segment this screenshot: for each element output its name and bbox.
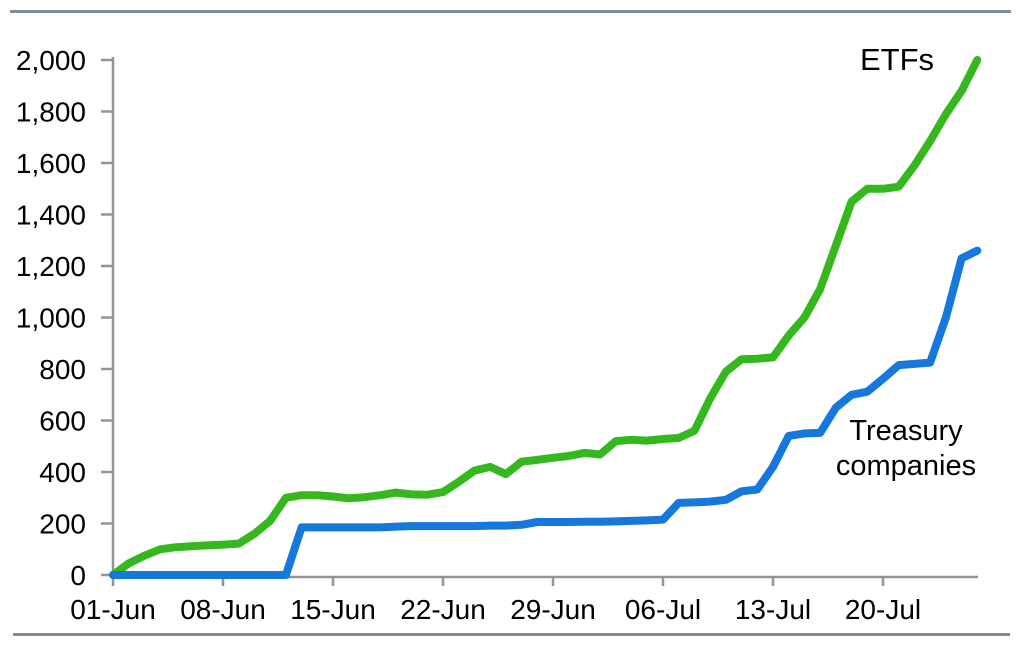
y-tick-label: 1,800 bbox=[16, 97, 86, 128]
x-tick-label: 29-Jun bbox=[510, 594, 596, 625]
y-tick-label: 2,000 bbox=[16, 45, 86, 76]
x-tick-label: 01-Jun bbox=[70, 594, 156, 625]
y-tick-label: 0 bbox=[70, 560, 86, 591]
etfs-series-label: ETFs bbox=[860, 42, 935, 77]
x-tick-label: 22-Jun bbox=[400, 594, 486, 625]
x-tick-label: 15-Jun bbox=[290, 594, 376, 625]
y-tick-label: 1,000 bbox=[16, 303, 86, 334]
y-tick-label: 200 bbox=[39, 509, 86, 540]
bottom-rule bbox=[13, 633, 1010, 636]
treasury-companies-line bbox=[109, 246, 982, 579]
y-tick-label: 1,600 bbox=[16, 148, 86, 179]
treasury-series-label-line1: Treasury bbox=[849, 415, 963, 447]
y-tick-label: 1,400 bbox=[16, 200, 86, 231]
y-tick-label: 600 bbox=[39, 406, 86, 437]
top-rule bbox=[10, 10, 1011, 13]
y-tick-label: 400 bbox=[39, 457, 86, 488]
x-tick-label: 06-Jul bbox=[625, 594, 701, 625]
x-tick-label: 13-Jul bbox=[735, 594, 811, 625]
y-tick-label: 800 bbox=[39, 354, 86, 385]
y-tick-label: 1,200 bbox=[16, 251, 86, 282]
treasury-series-label-line2: companies bbox=[835, 450, 977, 482]
x-tick-label: 20-Jul bbox=[845, 594, 921, 625]
treasury-series-label: Treasury companies bbox=[830, 414, 982, 484]
etfs-line bbox=[109, 56, 982, 579]
x-tick-label: 08-Jun bbox=[180, 594, 266, 625]
